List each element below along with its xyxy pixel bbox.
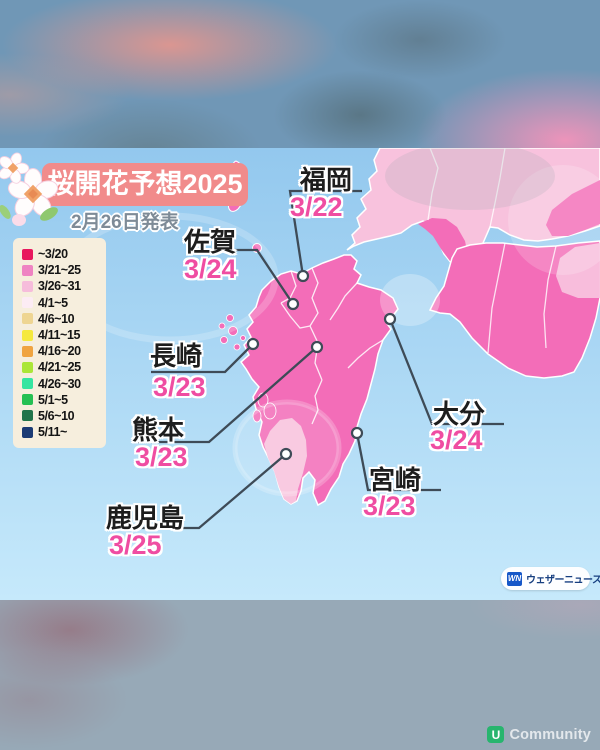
shikoku-late-patch: [556, 243, 600, 298]
weathernews-label: ウェザーニュース: [526, 575, 600, 586]
legend-swatch: [22, 313, 33, 325]
city-label-kagoshima: 鹿児島: [106, 503, 185, 533]
legend-item: 5/11~: [22, 424, 101, 440]
community-watermark: U Community: [487, 726, 591, 743]
legend-item: 3/26~31: [22, 278, 101, 294]
legend-swatch: [22, 361, 33, 373]
city-label-fukuoka: 福岡: [300, 165, 353, 195]
leader-kumamoto: [133, 346, 318, 444]
city-label-miyazaki: 宮崎: [369, 465, 422, 495]
prefecture-borders: [280, 267, 384, 425]
marker-kagoshima: [279, 447, 293, 461]
leader-saga: [186, 248, 294, 305]
legend-item: 3/21~25: [22, 262, 101, 278]
marker-miyazaki: [350, 426, 364, 440]
legend-item: 5/6~10: [22, 408, 101, 424]
bloom-date-legend: ~3/20 3/21~25 3/26~31 4/1~5 4/6~10 4/11~…: [13, 238, 106, 449]
kyushu-map-graphic: [0, 148, 600, 600]
marker-nagasaki: [246, 337, 260, 351]
legend-swatch: [22, 297, 33, 309]
blurred-bottom-band: U Community: [0, 600, 600, 750]
honshu-early-bloom-patch-east: [546, 180, 600, 236]
leader-fukuoka: [288, 189, 362, 277]
city-date-fukuoka: 3/22: [290, 192, 343, 222]
legend-swatch: [22, 410, 33, 422]
city-label-nagasaki: 長崎: [150, 341, 203, 371]
city-markers: [246, 269, 397, 461]
city-label-oita: 大分: [433, 399, 486, 429]
city-date-saga: 3/24: [184, 254, 237, 284]
legend-item: 4/21~25: [22, 359, 101, 375]
leader-lines: [107, 189, 504, 530]
city-label-saga: 佐賀: [184, 227, 237, 257]
kyushu-late-patch-satsuma: [264, 418, 307, 504]
leader-kagoshima: [107, 453, 287, 530]
legend-swatch: [22, 248, 33, 260]
city-date-nagasaki: 3/23: [153, 372, 206, 402]
legend-swatch: [22, 378, 33, 390]
city-date-kumamoto: 3/23: [135, 442, 188, 472]
leader-nagasaki: [151, 343, 254, 374]
sakura-illustration-icon: [0, 152, 59, 226]
legend-swatch: [22, 345, 33, 357]
legend-swatch: [22, 329, 33, 341]
city-label-kumamoto: 熊本: [132, 415, 185, 445]
legend-item: 4/11~15: [22, 327, 101, 343]
legend-swatch: [22, 264, 33, 276]
marker-fukuoka: [296, 269, 310, 283]
city-date-oita: 3/24: [430, 425, 483, 455]
leader-miyazaki: [355, 432, 441, 492]
islands-goto: [218, 314, 246, 351]
community-label: Community: [509, 726, 591, 743]
legend-swatch: [22, 280, 33, 292]
weathernews-badge: WN ウェザーニュース: [501, 567, 600, 590]
legend-item: 4/1~5: [22, 295, 101, 311]
legend-item: 5/1~5: [22, 392, 101, 408]
announce-date: 2月26日発表: [71, 212, 179, 233]
forecast-map: 桜開花予想2025: [0, 148, 600, 600]
marker-kumamoto: [310, 340, 324, 354]
cloud-overlays: [61, 148, 600, 497]
landmass-honshu: [346, 148, 600, 269]
community-u-icon: U: [487, 726, 505, 743]
marker-oita: [383, 312, 397, 326]
legend-item: 4/16~20: [22, 343, 101, 359]
city-date-kagoshima: 3/25: [109, 530, 162, 560]
legend-swatch: [22, 394, 33, 406]
marker-saga: [286, 297, 300, 311]
legend-item: 4/6~10: [22, 311, 101, 327]
legend-swatch: [22, 426, 33, 438]
weathernews-icon: WN: [507, 571, 522, 586]
blurred-top-band: [0, 0, 600, 148]
legend-item: 4/26~30: [22, 376, 101, 392]
city-date-miyazaki: 3/23: [363, 491, 416, 521]
legend-item: ~3/20: [22, 246, 101, 262]
leader-oita: [388, 318, 504, 426]
title-banner: 桜開花予想2025: [42, 163, 248, 206]
